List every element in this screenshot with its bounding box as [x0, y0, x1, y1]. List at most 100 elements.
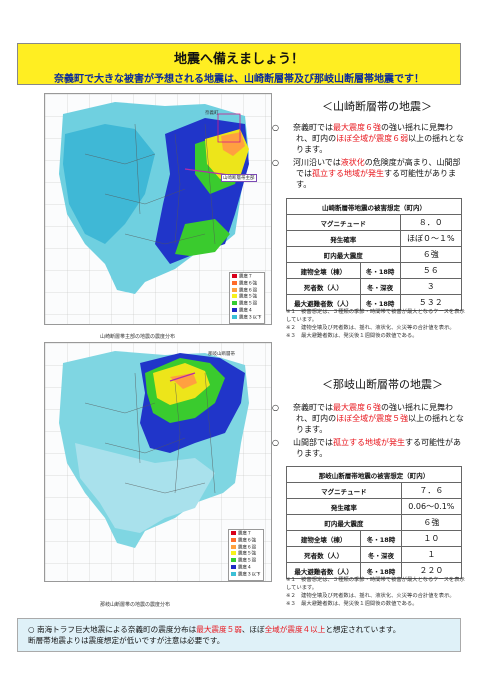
yamasaki-intensity-map: 奈義町 山崎断層帯主部 震度７ 震度６強 震度６弱 震度５強 震度５弱 震度４ … — [44, 93, 272, 325]
table-row: 最大避難者数（人） 冬・18時 ５３２ — [286, 294, 463, 311]
bullet-list: ○ 奈義町では最大震度６強の強い揺れに見舞われ、町内のほぼ全域が震度５強以上の揺れ… — [272, 402, 464, 461]
page-title: 地震へ備えましょう！ — [173, 52, 304, 67]
legend-label: 震度６弱 — [239, 288, 257, 294]
map-caption: 那岐山断層帯の地震の震度分布 — [100, 602, 171, 608]
row-condition: 冬・18時 — [360, 530, 402, 547]
bullet-item: ○ 河川沿いでは液状化の危険度が高まり、山間部では孤立する地域が発生する可能性があ… — [272, 157, 464, 190]
section-title: ＜山崎断層帯の地震＞ — [322, 100, 432, 113]
swatch — [232, 301, 237, 306]
section-title: ＜那岐山断層帯の地震＞ — [322, 378, 443, 391]
legend-label: 震度４ — [238, 565, 252, 571]
table-row: マグニチュード ７．６ — [286, 482, 463, 499]
swatch — [232, 307, 237, 312]
fault-label: 山崎断層帯主部 — [221, 174, 257, 182]
legend-label: 震度５強 — [238, 551, 256, 557]
text: 以上の揺れとなります。 — [296, 134, 464, 154]
swatch — [231, 564, 236, 569]
footer-line: ○ 南海トラフ巨大地震による奈義町の震度分布は最大震度５弱、ほぼ全域が震度４以上と… — [28, 624, 454, 635]
row-value: ６強 — [400, 514, 463, 531]
text: の強い揺れに見舞われ、町内の — [296, 123, 453, 143]
legend-label: 震度３以下 — [238, 572, 261, 578]
map-graphic — [45, 343, 271, 581]
table-title: 山崎断層帯地震の被害想定（町内） — [286, 198, 462, 215]
text: する可能性があります。 — [296, 169, 456, 189]
bullet-item: ○ 山間部では孤立する地域が発生する可能性があります。 — [272, 437, 464, 459]
row-value: ほぼ０～１% — [399, 230, 463, 247]
highlight: 液状化 — [340, 158, 365, 167]
row-condition: 冬・18時 — [360, 562, 402, 579]
circle-bullet-icon: ○ — [272, 158, 279, 167]
swatch — [232, 280, 237, 285]
damage-table: 那岐山断層帯地震の被害想定（町内） マグニチュード ７．６ 発生確率 0.06～0.… — [285, 466, 463, 579]
row-label: 建物全壊（棟） — [286, 262, 361, 279]
highlight: 孤立する地域が発生 — [312, 169, 384, 178]
circle-bullet-icon: ○ — [28, 625, 35, 634]
row-condition: 冬・深夜 — [360, 546, 402, 563]
note: ※３ 最大避難者数は、発災後１週間後の数値である。 — [286, 333, 418, 339]
nagisan-intensity-map: 那岐山断層帯 震度７ 震度６強 震度６弱 震度５強 震度５弱 震度４ 震度３以下 — [44, 342, 272, 582]
highlight: ほぼ全域が震度５強 — [336, 414, 409, 423]
legend-item: 震度６強 — [232, 280, 262, 288]
legend-label: 震度６弱 — [238, 545, 256, 551]
swatch — [231, 544, 236, 549]
bullet-item: ○ 奈義町では最大震度６強の強い揺れに見舞われ、町内のほぼ全域が震度６弱以上の揺れ… — [272, 122, 464, 155]
row-value: ２２０ — [400, 562, 463, 579]
table-notes: ※１ 被害想定は、３種類の季節・時間帯で被害が最大となるケースを表示しています。… — [286, 576, 466, 608]
table-row: 建物全壊（棟） 冬・18時 １０ — [285, 530, 463, 547]
legend-item: 震度５強 — [231, 551, 261, 558]
legend-label: 震度４ — [239, 308, 253, 314]
row-label: 死者数（人） — [286, 278, 361, 295]
bullet-item: ○ 奈義町では最大震度６強の強い揺れに見舞われ、町内のほぼ全域が震度５強以上の揺れ… — [272, 402, 464, 435]
text: 山間部では — [293, 438, 333, 447]
row-label: マグニチュード — [286, 214, 401, 231]
town-label: 奈義町 — [205, 111, 219, 116]
swatch — [232, 294, 237, 299]
row-value: １０ — [400, 530, 463, 547]
legend-item: 震度６強 — [231, 537, 261, 545]
legend-item: 震度３以下 — [232, 314, 262, 322]
legend-item: 震度５弱 — [231, 558, 261, 565]
note: ※２ 建物全壊及び死者数は、揺れ、液状化、火災等の合計値を表示。 — [286, 593, 455, 599]
row-condition: 冬・深夜 — [359, 278, 401, 295]
table-row: 発生確率 0.06～0.1% — [286, 498, 463, 515]
row-label: 建物全壊（棟） — [285, 530, 362, 547]
swatch — [232, 274, 237, 278]
table-title: 那岐山断層帯地震の被害想定（町内） — [286, 466, 462, 483]
swatch — [231, 537, 236, 542]
legend-item: 震度６弱 — [231, 544, 261, 552]
row-value: ３ — [399, 278, 463, 295]
table-row: 町内最大震度 ６強 — [286, 246, 463, 263]
legend-label: 震度３以下 — [239, 315, 262, 321]
intensity-legend: 震度７ 震度６強 震度６弱 震度５強 震度５弱 震度４ 震度３以下 — [229, 272, 265, 324]
note: ※３ 最大避難者数は、発災後１週間後の数値である。 — [286, 601, 418, 607]
row-label: 死者数（人） — [285, 546, 362, 563]
row-value: ８．０ — [399, 214, 463, 231]
table-row: 町内最大震度 ６強 — [286, 514, 463, 531]
damage-table: 山崎断層帯地震の被害想定（町内） マグニチュード ８．０ 発生確率 ほぼ０～１% 町… — [286, 198, 463, 311]
text: と想定されています。 — [325, 625, 401, 634]
text: する可能性があります。 — [296, 438, 461, 458]
page-subtitle: 奈義町で大きな被害が予想される地震は、山崎断層帯及び那岐山断層帯地震です！ — [54, 74, 424, 85]
legend-label: 震度５弱 — [239, 301, 257, 307]
footer-line: 断層帯地震よりは震度想定が低いですが注意は必要です。 — [28, 636, 225, 645]
row-label: マグニチュード — [286, 482, 402, 499]
legend-label: 震度７ — [238, 531, 252, 537]
row-value: ６強 — [399, 246, 463, 263]
text: の危険度が高まり、山間部では — [296, 158, 461, 178]
legend-label: 震度５弱 — [238, 558, 256, 564]
table-row: 死者数（人） 冬・深夜 １ — [285, 546, 463, 563]
circle-bullet-icon: ○ — [272, 438, 279, 447]
map-graphic — [45, 94, 271, 324]
table-row: 死者数（人） 冬・深夜 ３ — [286, 278, 463, 295]
row-label: 発生確率 — [286, 230, 401, 247]
circle-bullet-icon: ○ — [272, 403, 279, 412]
text: 南海トラフ巨大地震による奈義町の震度分布は — [37, 625, 197, 634]
legend-item: 震度７ — [232, 274, 262, 281]
table-row: 建物全壊（棟） 冬・18時 ５６ — [286, 262, 463, 279]
swatch — [232, 314, 237, 319]
highlight: 全域が震度４以上 — [264, 625, 326, 634]
row-value: １ — [400, 546, 463, 563]
legend-item: 震度６弱 — [232, 287, 262, 295]
highlight: ほぼ全域が震度６弱 — [336, 134, 409, 143]
table-notes: ※１ 被害想定は、３種類の季節・時間帯で被害が最大となるケースを表示しています。… — [286, 308, 466, 340]
